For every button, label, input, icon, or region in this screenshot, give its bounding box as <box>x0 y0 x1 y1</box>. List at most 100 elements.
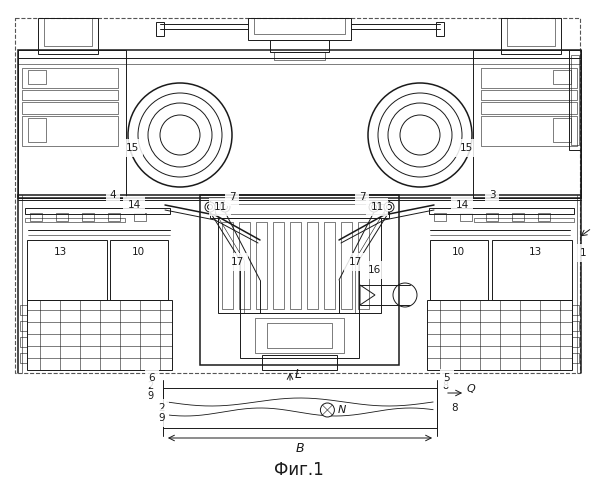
Bar <box>27 300 172 370</box>
Bar <box>18 50 581 198</box>
Text: 6: 6 <box>149 373 155 383</box>
Text: 4: 4 <box>110 190 116 200</box>
Text: 5: 5 <box>444 373 450 383</box>
Bar <box>307 222 318 309</box>
Text: B: B <box>296 442 304 455</box>
Bar <box>512 213 524 221</box>
Bar <box>222 222 233 309</box>
Circle shape <box>386 204 392 210</box>
Text: 15: 15 <box>125 143 138 153</box>
Text: L: L <box>295 368 302 382</box>
Text: 3: 3 <box>489 190 495 200</box>
Bar <box>110 240 168 300</box>
Bar <box>22 102 118 114</box>
Bar <box>27 240 107 300</box>
Bar <box>474 218 574 222</box>
Text: 17: 17 <box>231 257 244 267</box>
Circle shape <box>220 202 230 212</box>
Text: 2: 2 <box>147 381 153 391</box>
Bar <box>239 222 250 309</box>
Bar <box>28 118 46 142</box>
Text: 14: 14 <box>128 200 141 210</box>
Bar <box>486 213 498 221</box>
Bar <box>501 18 561 54</box>
Bar <box>341 222 352 309</box>
Bar <box>481 116 577 146</box>
Bar <box>200 195 399 365</box>
Text: 11: 11 <box>370 202 383 212</box>
Text: 2: 2 <box>159 403 165 413</box>
Text: Q: Q <box>467 384 476 394</box>
Bar <box>507 18 555 46</box>
Bar <box>248 18 351 40</box>
Bar <box>56 213 68 221</box>
Bar <box>25 208 170 214</box>
Bar <box>569 50 581 150</box>
Bar <box>429 208 574 214</box>
Text: 8: 8 <box>452 403 458 413</box>
Bar <box>20 337 27 347</box>
Bar <box>270 40 329 52</box>
Bar <box>28 70 46 84</box>
Text: 7: 7 <box>229 192 235 202</box>
Circle shape <box>371 204 377 210</box>
Bar <box>254 18 345 34</box>
Bar <box>460 213 472 221</box>
Bar <box>267 323 332 348</box>
Bar <box>22 90 118 100</box>
Bar <box>22 116 118 146</box>
Bar <box>538 213 550 221</box>
Bar <box>30 213 42 221</box>
Bar <box>571 55 579 145</box>
Text: 11: 11 <box>213 202 226 212</box>
Text: 14: 14 <box>455 200 468 210</box>
Bar <box>20 353 27 363</box>
Bar <box>210 200 389 218</box>
Bar <box>572 305 579 315</box>
Bar <box>436 22 444 36</box>
Bar <box>324 222 335 309</box>
Bar <box>492 240 572 300</box>
Bar <box>553 118 571 142</box>
Bar <box>82 213 94 221</box>
Circle shape <box>384 202 394 212</box>
Bar <box>572 353 579 363</box>
Bar <box>481 90 577 100</box>
Bar <box>215 204 384 214</box>
Bar <box>255 318 344 353</box>
Bar <box>20 305 27 315</box>
Text: 9: 9 <box>159 413 165 423</box>
Bar <box>25 218 125 222</box>
Bar <box>20 321 27 331</box>
Bar <box>44 18 92 46</box>
Text: 10: 10 <box>131 247 144 257</box>
Bar <box>38 18 98 54</box>
Bar <box>218 218 381 313</box>
Text: 10: 10 <box>452 247 465 257</box>
Text: 16: 16 <box>367 265 380 275</box>
Bar <box>134 213 146 221</box>
Circle shape <box>222 204 228 210</box>
Bar <box>290 222 301 309</box>
Bar <box>22 68 118 88</box>
Text: 17: 17 <box>349 257 362 267</box>
Text: N: N <box>337 405 346 415</box>
Circle shape <box>207 204 213 210</box>
Circle shape <box>320 403 334 417</box>
Bar <box>358 222 369 309</box>
Bar <box>256 222 267 309</box>
Bar <box>430 240 488 300</box>
Text: 15: 15 <box>459 143 473 153</box>
Text: Фиг.1: Фиг.1 <box>274 461 324 479</box>
Bar <box>473 50 581 198</box>
Circle shape <box>369 202 379 212</box>
Bar <box>572 321 579 331</box>
Bar <box>18 50 126 198</box>
Bar <box>553 70 571 84</box>
Text: 9: 9 <box>147 391 153 401</box>
Bar <box>273 222 284 309</box>
Circle shape <box>205 202 215 212</box>
Text: 1: 1 <box>580 248 586 258</box>
Bar <box>481 68 577 88</box>
Text: 13: 13 <box>528 247 541 257</box>
